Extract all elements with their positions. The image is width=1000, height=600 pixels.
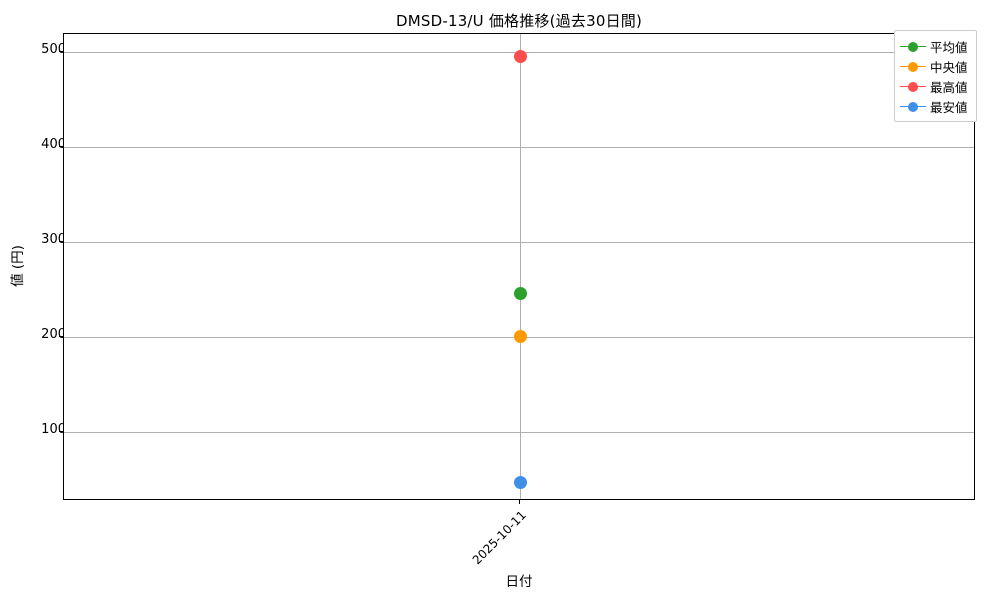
legend-swatch-icon	[900, 100, 926, 113]
y-axis-label: 値 (円)	[10, 245, 26, 287]
chart-title: DMSD-13/U 価格推移(過去30日間)	[395, 12, 643, 30]
legend-label: 最安値	[930, 99, 968, 115]
data-point-平均値	[513, 286, 527, 300]
legend-swatch-icon	[900, 80, 926, 93]
legend-item: 最高値	[900, 76, 970, 96]
legend-label: 中央値	[930, 59, 968, 75]
legend-swatch-icon	[900, 40, 926, 53]
data-point-最高値	[513, 50, 527, 64]
y-tick-label: 500	[41, 42, 66, 58]
legend: 平均値中央値最高値最安値	[894, 30, 977, 122]
plot-area	[63, 33, 975, 500]
grid-line	[64, 241, 974, 243]
grid-line	[64, 146, 974, 148]
y-tick-mark	[59, 240, 63, 243]
y-tick-label: 200	[41, 326, 66, 342]
legend-item: 中央値	[900, 56, 970, 76]
legend-swatch-icon	[900, 60, 926, 73]
y-tick-label: 300	[41, 231, 66, 247]
grid-line	[64, 431, 974, 433]
x-tick-mark	[519, 500, 521, 504]
y-tick-label: 400	[41, 136, 66, 152]
legend-label: 平均値	[930, 39, 968, 55]
legend-item: 平均値	[900, 36, 970, 56]
vertical-grid-line	[520, 34, 521, 499]
x-axis-label: 日付	[505, 574, 533, 590]
y-tick-mark	[59, 335, 63, 338]
data-point-中央値	[513, 330, 527, 344]
data-point-最安値	[513, 476, 527, 490]
y-tick-mark	[59, 51, 63, 53]
legend-item: 最安値	[900, 96, 970, 116]
y-tick-mark	[59, 430, 63, 432]
legend-label: 最高値	[930, 79, 968, 95]
y-tick-mark	[59, 145, 63, 148]
y-tick-label: 100	[41, 421, 66, 437]
